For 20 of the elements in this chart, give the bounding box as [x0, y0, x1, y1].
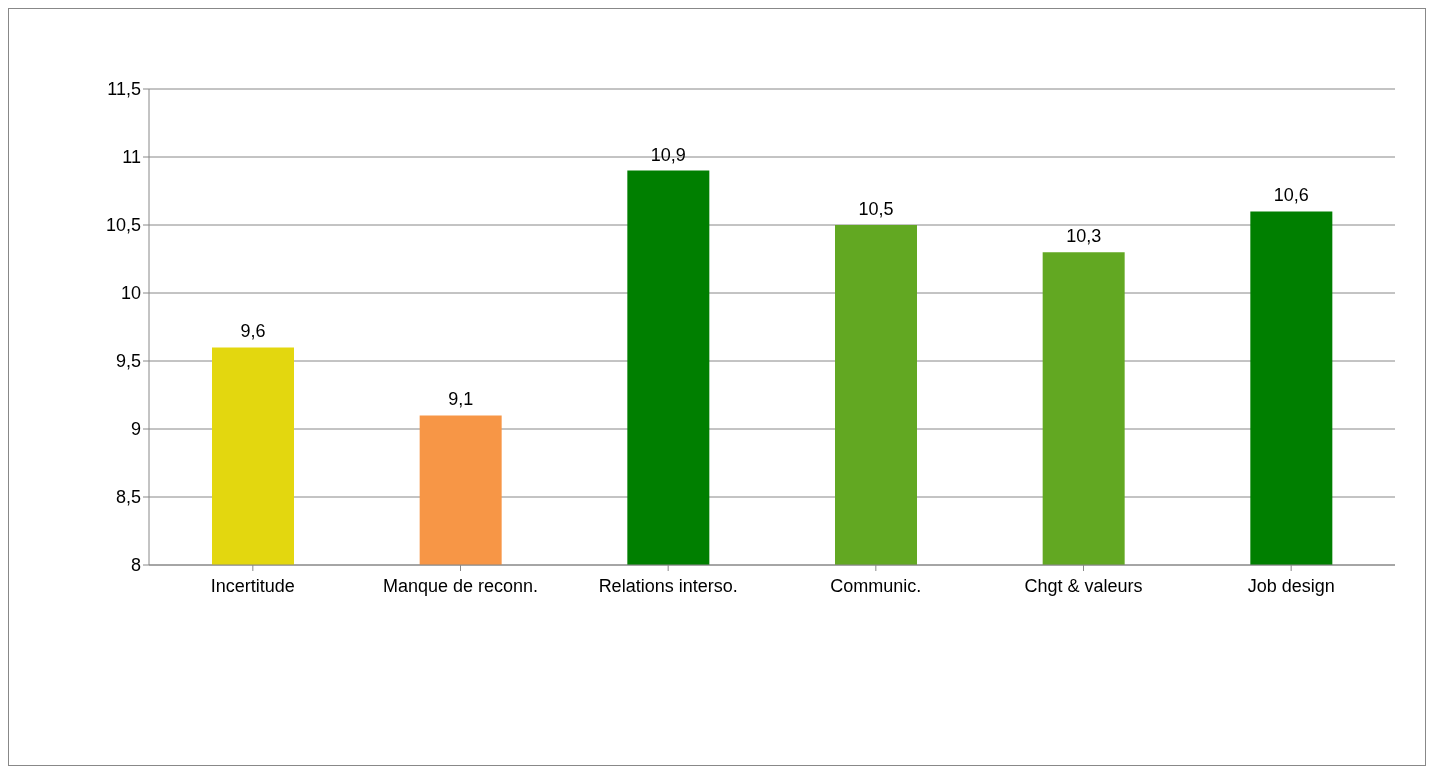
- y-tick-label: 9: [130, 419, 141, 440]
- data-label: 9,6: [240, 321, 266, 342]
- y-tick-label: 9,5: [115, 351, 141, 372]
- y-tick-label: 11,5: [107, 79, 141, 100]
- x-tick-label: Relations interso.: [598, 575, 738, 596]
- y-tick-label: 11: [122, 147, 141, 168]
- data-label: 9,1: [448, 389, 474, 410]
- y-tick-label: 8,5: [115, 487, 141, 508]
- data-label: 10,3: [1066, 226, 1102, 247]
- data-label: 10,9: [650, 144, 686, 165]
- y-tick-label: 10: [120, 283, 141, 304]
- x-tick-label: Manque de reconn.: [382, 575, 539, 596]
- x-tick-label: Communic.: [830, 575, 922, 596]
- x-tick-label: Job design: [1247, 575, 1335, 596]
- y-tick-label: 8: [130, 555, 141, 576]
- x-tick-label: Incertitude: [210, 575, 295, 596]
- data-label: 10,5: [858, 199, 894, 219]
- x-tick-label: Chgt & valeurs: [1024, 575, 1143, 596]
- y-tick-label: 10,5: [105, 215, 141, 236]
- data-label: 10,6: [1273, 185, 1309, 206]
